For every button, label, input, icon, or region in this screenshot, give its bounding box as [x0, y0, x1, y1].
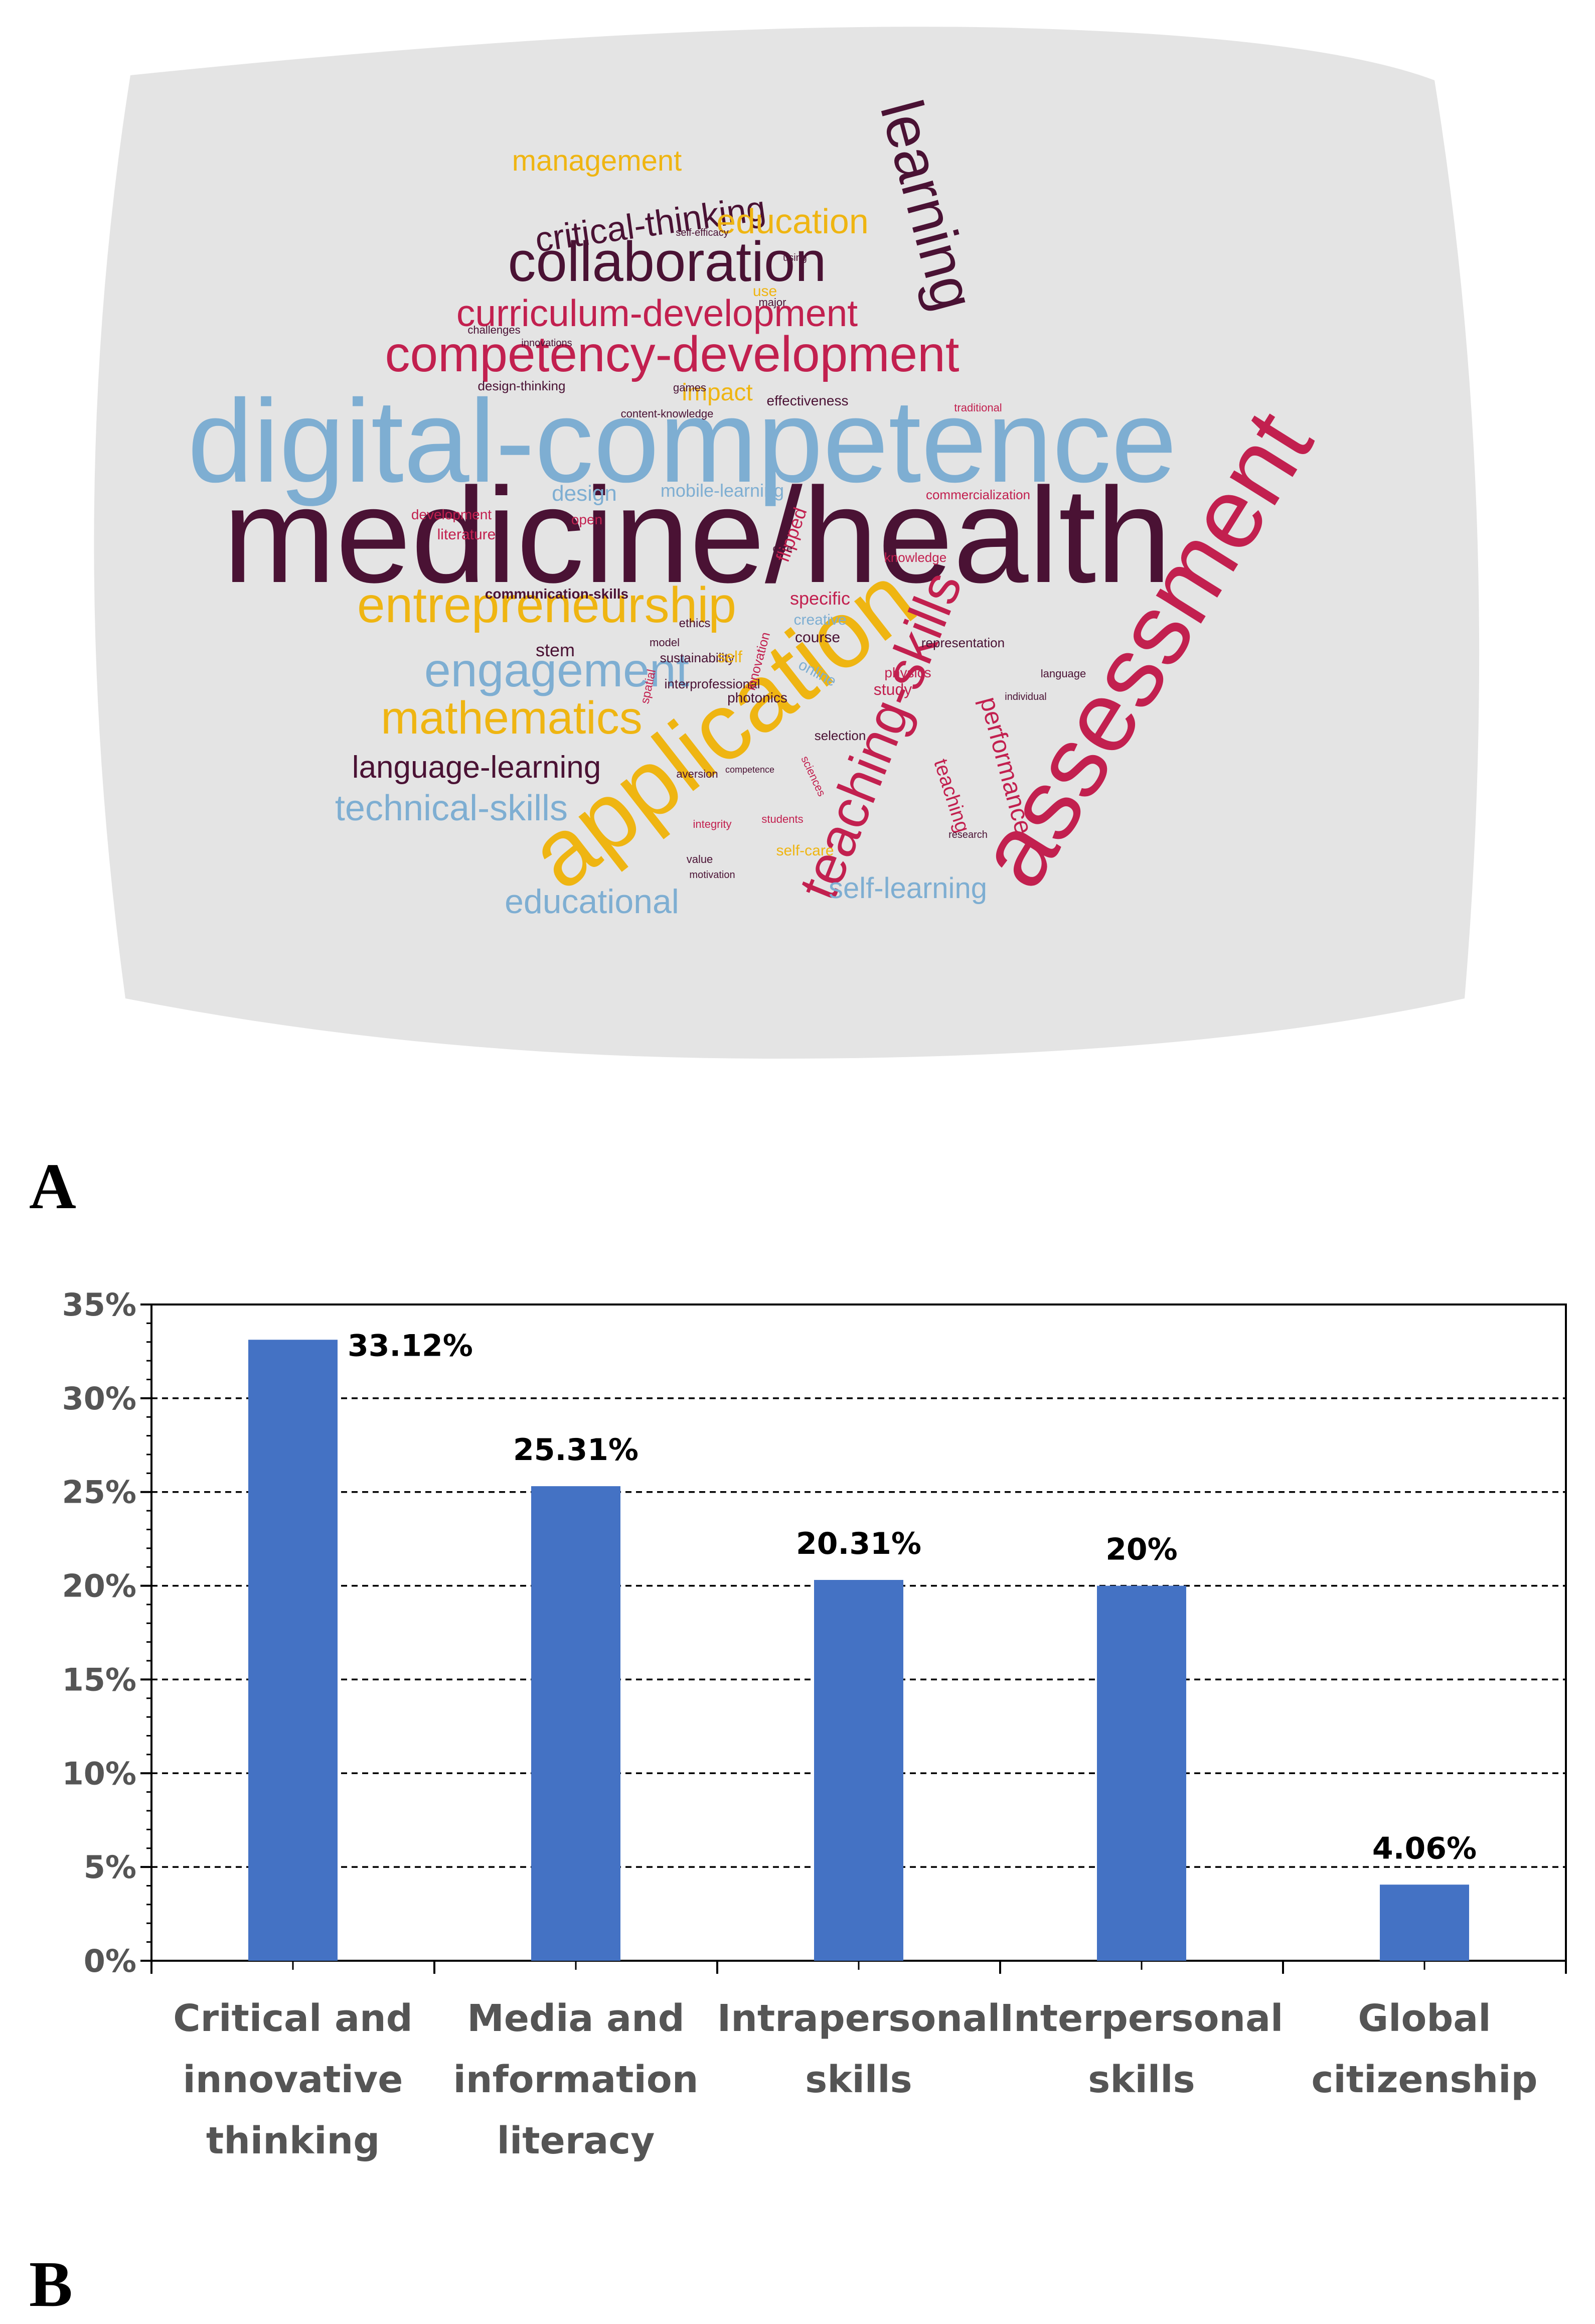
bar [1097, 1585, 1186, 1961]
cloud-word: design [552, 481, 617, 506]
bar [531, 1486, 620, 1961]
cloud-word: open [571, 512, 602, 527]
y-tick-label: 20% [62, 1568, 136, 1605]
cloud-word: individual [1005, 691, 1046, 702]
cloud-word: photonics [727, 690, 787, 705]
bar [248, 1340, 338, 1961]
y-tick-label: 35% [62, 1286, 136, 1323]
category-label: Critical and [173, 1997, 412, 2040]
data-label: 20.31% [796, 1526, 921, 1561]
category-label: Intrapersonal [717, 1997, 1001, 2040]
category-label: Interpersonal [1000, 1997, 1284, 2040]
y-tick-label: 15% [62, 1661, 136, 1698]
cloud-word: interprofessional [665, 676, 760, 691]
data-label: 25.31% [513, 1432, 639, 1468]
cloud-word: literature [437, 526, 496, 543]
bar-chart-panel: 0% 5% 10% 15% 20% 25% 30% 35% 33.12% Critical and… [0, 1244, 1595, 2248]
word-cloud-panel: medicine/health digital-competence assessm… [0, 0, 1595, 1074]
cloud-word: medicine/health [223, 460, 1171, 611]
cloud-word: effectiveness [767, 393, 849, 408]
cloud-word: digital-competence [188, 375, 1177, 507]
bar [1380, 1884, 1469, 1961]
category-label: innovative [183, 2058, 403, 2101]
cloud-word: study [874, 680, 912, 698]
cloud-word: curriculum-development [456, 292, 858, 334]
category-label: thinking [206, 2119, 380, 2162]
cloud-word: innovations [521, 338, 572, 349]
cloud-word: aversion [676, 768, 718, 780]
y-tick-label: 25% [62, 1474, 136, 1511]
panel-label-b: B [29, 2248, 73, 2320]
cloud-word: content-knowledge [621, 407, 714, 420]
y-tick-label: 0% [84, 1943, 136, 1979]
cloud-word: using [783, 252, 807, 263]
cloud-word: value [687, 853, 713, 865]
cloud-word: language [1041, 667, 1086, 680]
cloud-word: self-care [776, 842, 834, 859]
cloud-word: physics [884, 665, 931, 680]
cloud-word: stem [536, 640, 575, 660]
cloud-word: technical-skills [335, 788, 568, 828]
cloud-word: engagement [424, 644, 689, 697]
cloud-word: management [512, 144, 682, 177]
bar [814, 1579, 903, 1961]
cloud-word: use [753, 283, 777, 300]
cloud-word: competency-development [385, 326, 959, 382]
cloud-word: language-learning [352, 750, 601, 785]
y-tick-label: 30% [62, 1380, 136, 1417]
y-tick-label: 10% [62, 1755, 136, 1792]
cloud-word: traditional [954, 401, 1002, 414]
category-label: citizenship [1312, 2058, 1538, 2101]
cloud-word: education [716, 202, 869, 241]
cloud-word: collaboration [508, 230, 826, 293]
cloud-word: entrepreneurship [357, 577, 736, 633]
cloud-word: commercialization [926, 487, 1030, 502]
word-cloud-background [94, 27, 1480, 1059]
category-label: information [453, 2058, 699, 2101]
cloud-word: games [673, 381, 706, 394]
cloud-word: creative [793, 612, 846, 628]
category-label: skills [1088, 2058, 1195, 2101]
panel-label-a: A [29, 1150, 76, 1223]
cloud-word: mobile-learning [661, 480, 784, 501]
cloud-word: challenges [467, 324, 520, 336]
cloud-word: motivation [689, 869, 735, 881]
cloud-word: integrity [693, 818, 731, 830]
category-label: skills [805, 2058, 912, 2101]
cloud-word: competence [725, 765, 774, 775]
cloud-word: sustainability [660, 650, 735, 665]
cloud-word: impact [682, 379, 752, 406]
word-cloud: medicine/healthdigital-competenceassessm… [94, 27, 1480, 1059]
data-label: 20% [1105, 1532, 1178, 1567]
cloud-word: specific [790, 588, 850, 609]
y-tick-label: 5% [84, 1849, 136, 1885]
cloud-word: selection [815, 728, 866, 743]
data-label: 33.12% [348, 1328, 473, 1363]
cloud-word: self-efficacy [676, 227, 728, 238]
category-label: literacy [497, 2119, 655, 2162]
cloud-word: design-thinking [478, 378, 566, 393]
bar-chart: 0% 5% 10% 15% 20% 25% 30% 35% 33.12% Critical and… [62, 1286, 1567, 2162]
cloud-word: model [650, 636, 680, 649]
cloud-word: development [411, 507, 492, 522]
cloud-word: self [717, 648, 742, 666]
cloud-word: care [773, 543, 792, 554]
cloud-word: communication-skills [485, 586, 628, 602]
category-label: Media and [467, 1997, 684, 2040]
cloud-word: research [948, 829, 988, 840]
category-label: Global [1358, 1997, 1491, 2040]
cloud-word: students [761, 813, 803, 825]
cloud-word: educational [505, 883, 679, 921]
data-label: 4.06% [1372, 1831, 1477, 1866]
cloud-word: self-learning [829, 872, 987, 905]
cloud-word: knowledge [884, 550, 946, 565]
cloud-word: ethics [679, 617, 711, 630]
cloud-word: mathematics [381, 692, 643, 744]
cloud-word: course [795, 629, 840, 646]
cloud-word: major [758, 296, 786, 309]
cloud-word: representation [921, 635, 1005, 650]
